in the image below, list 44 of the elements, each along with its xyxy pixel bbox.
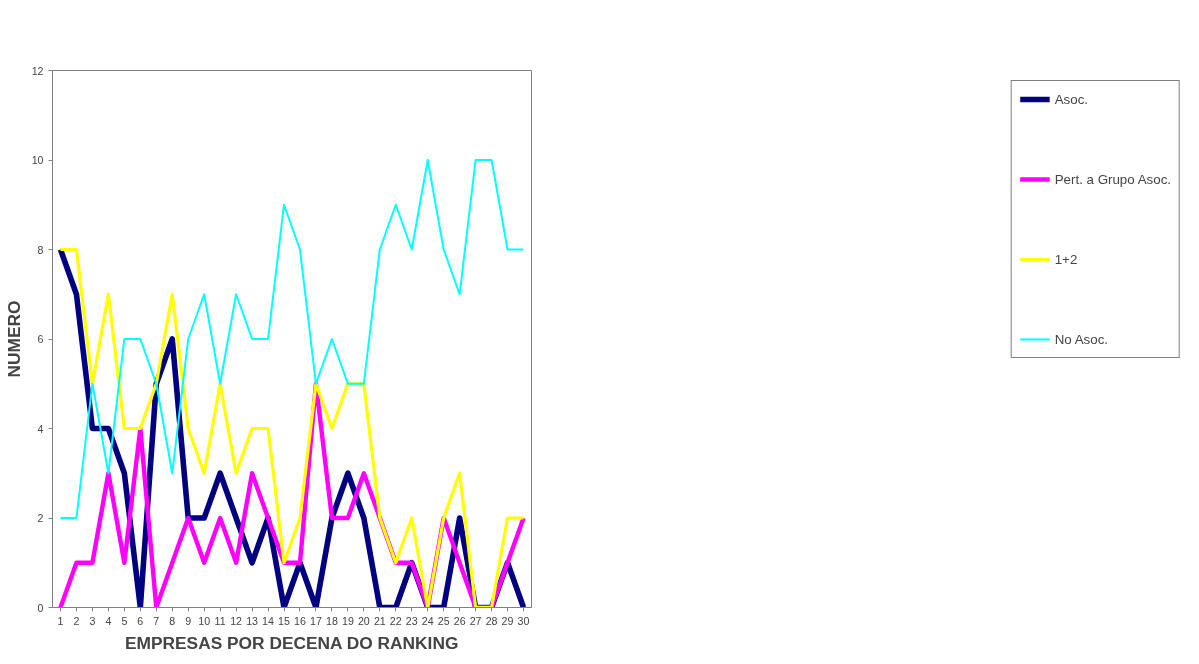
legend-label: Asoc. xyxy=(1054,91,1090,107)
y-tick-label: 2 xyxy=(37,512,44,524)
y-tick-label: 6 xyxy=(37,333,44,345)
x-tick-label: 4 xyxy=(105,614,112,627)
x-tick-label: 8 xyxy=(169,614,176,627)
x-axis-title: EMPRESAS POR DECENA DO RANKING xyxy=(124,632,459,653)
x-tick-label: 10 xyxy=(198,614,211,627)
x-tick-label: 14 xyxy=(262,614,275,627)
x-tick-label: 24 xyxy=(421,614,434,627)
x-tick-label: 25 xyxy=(437,614,450,627)
x-tick-label: 23 xyxy=(405,614,418,627)
x-tick-label: 16 xyxy=(294,614,306,627)
x-tick-label: 19 xyxy=(341,614,354,627)
x-tick-label: 3 xyxy=(89,614,96,627)
x-tick-label: 7 xyxy=(153,614,160,627)
y-tick-label: 0 xyxy=(37,601,44,614)
x-tick-label: 20 xyxy=(357,614,370,627)
x-tick-label: 5 xyxy=(121,614,128,627)
x-tick-label: 11 xyxy=(214,614,226,627)
legend-label: Pert. a Grupo Asoc. xyxy=(1054,171,1171,187)
y-tick-label: 8 xyxy=(37,243,44,256)
y-tick-label: 4 xyxy=(37,422,44,435)
x-tick-label: 17 xyxy=(310,614,322,627)
x-tick-label: 18 xyxy=(325,614,338,627)
x-tick-label: 13 xyxy=(246,614,259,627)
x-tick-label: 21 xyxy=(373,614,386,627)
legend-label: No Asoc. xyxy=(1054,331,1110,347)
y-tick-label: 12 xyxy=(31,64,44,77)
x-tick-label: 30 xyxy=(517,614,530,627)
legend-label: 1+2 xyxy=(1054,251,1079,267)
x-tick-label: 12 xyxy=(230,614,243,627)
x-tick-label: 27 xyxy=(469,614,482,627)
x-tick-label: 6 xyxy=(137,614,144,627)
x-tick-label: 15 xyxy=(278,614,291,627)
y-axis-title: NUMERO xyxy=(3,300,24,378)
x-tick-label: 28 xyxy=(485,614,498,627)
x-tick-label: 22 xyxy=(389,614,402,627)
x-tick-label: 9 xyxy=(185,614,192,627)
y-tick-label: 10 xyxy=(31,154,44,166)
x-tick-label: 1 xyxy=(57,614,64,627)
line-series xyxy=(59,159,525,519)
x-tick-label: 2 xyxy=(73,614,80,627)
x-tick-label: 29 xyxy=(501,614,514,627)
x-tick-label: 26 xyxy=(453,614,466,627)
